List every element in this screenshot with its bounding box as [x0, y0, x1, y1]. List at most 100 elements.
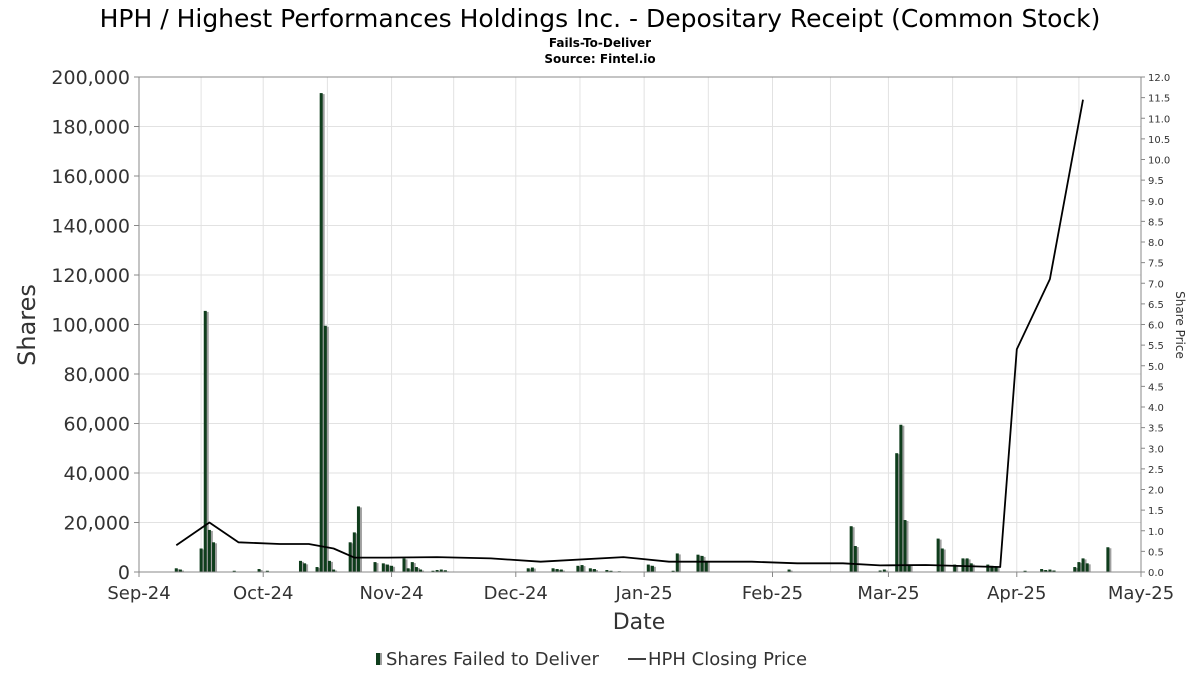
y-tick-label: 40,000: [64, 463, 130, 485]
bar: [415, 567, 418, 572]
bar: [402, 558, 405, 572]
bar: [1073, 567, 1076, 572]
bar: [850, 526, 853, 572]
legend: Shares Failed to Deliver HPH Closing Pri…: [376, 649, 807, 670]
bar: [208, 530, 211, 572]
bar: [854, 546, 857, 572]
x-tick-label: Feb-25: [742, 583, 803, 604]
legend-swatch-bars-shadow: [380, 653, 382, 665]
bar: [299, 561, 302, 572]
bar: [204, 311, 207, 572]
chart-subtitle-1: Fails-To-Deliver: [549, 36, 651, 50]
bar: [316, 567, 319, 572]
y-tick-label: 200,000: [51, 67, 130, 89]
y2-axis-title: Share Price: [1173, 291, 1187, 359]
bar: [390, 566, 393, 572]
bar: [1106, 547, 1109, 572]
bar: [527, 568, 530, 572]
x-tick-label: Dec-24: [484, 583, 548, 604]
x-tick-label: May-25: [1108, 583, 1174, 604]
x-tick-label: Oct-24: [233, 583, 294, 604]
bar: [407, 568, 410, 572]
bar: [937, 539, 940, 572]
legend-label-line: HPH Closing Price: [648, 649, 807, 670]
bar: [200, 548, 203, 572]
bar: [324, 326, 327, 572]
bar: [353, 532, 356, 572]
y2-tick-label: 9.0: [1148, 197, 1164, 208]
x-axis-title: Date: [613, 610, 666, 635]
y-tick-label: 80,000: [64, 364, 130, 386]
y2-tick-label: 9.5: [1148, 176, 1164, 187]
bar: [212, 542, 215, 572]
bar: [1082, 558, 1085, 572]
grid: [139, 77, 1141, 572]
y2-tick-label: 7.0: [1148, 279, 1164, 290]
bar: [411, 562, 414, 572]
bar: [1077, 562, 1080, 572]
y-tick-label: 160,000: [51, 166, 130, 188]
bar: [986, 565, 989, 572]
y2-tick-label: 2.5: [1148, 465, 1164, 476]
bar: [899, 425, 902, 572]
y2-tick-label: 11.0: [1148, 114, 1170, 125]
y2-tick-label: 1.0: [1148, 527, 1164, 538]
y-axis-left-ticks: 0 20,000 40,000 60,000 80,000 100,000 120,000 1…: [51, 67, 139, 584]
y2-tick-label: 3.0: [1148, 444, 1164, 455]
line-series: [176, 100, 1083, 567]
legend-label-bars: Shares Failed to Deliver: [386, 649, 599, 670]
y2-tick-label: 5.0: [1148, 362, 1164, 373]
bar: [552, 568, 555, 572]
bar: [531, 568, 534, 572]
x-tick-label: Nov-24: [360, 583, 424, 604]
y-axis-right-ticks: 0.00.51.01.52.02.53.03.54.04.55.05.56.06…: [1141, 73, 1170, 579]
y2-tick-label: 0.0: [1148, 568, 1164, 579]
bar: [966, 558, 969, 572]
y2-tick-label: 7.5: [1148, 259, 1164, 270]
y2-tick-label: 8.0: [1148, 238, 1164, 249]
bar-series: [175, 93, 1112, 572]
bar: [701, 556, 704, 572]
bar: [1086, 563, 1089, 572]
y2-tick-label: 5.5: [1148, 341, 1164, 352]
bar: [175, 568, 178, 572]
y2-tick-label: 2.0: [1148, 486, 1164, 497]
y-tick-label: 20,000: [64, 513, 130, 535]
y-tick-label: 120,000: [51, 265, 130, 287]
bar: [386, 565, 389, 572]
bar: [576, 566, 579, 572]
y2-tick-label: 4.0: [1148, 403, 1164, 414]
bar: [696, 555, 699, 572]
bar: [970, 563, 973, 572]
chart-title: HPH / Highest Performances Holdings Inc.…: [100, 4, 1101, 33]
y-tick-label: 0: [118, 562, 130, 584]
bar: [903, 520, 906, 572]
y-tick-label: 100,000: [51, 315, 130, 337]
y-tick-label: 60,000: [64, 414, 130, 436]
bar: [374, 562, 377, 572]
bar: [303, 563, 306, 572]
y2-tick-label: 11.5: [1148, 94, 1170, 105]
y2-tick-label: 8.5: [1148, 217, 1164, 228]
bar: [589, 568, 592, 572]
bar: [676, 553, 679, 572]
bar: [647, 565, 650, 572]
y-tick-label: 140,000: [51, 216, 130, 238]
y2-tick-label: 10.0: [1148, 156, 1170, 167]
legend-swatch-bars: [376, 653, 380, 665]
x-tick-label: Sep-24: [107, 583, 170, 604]
price-line: [176, 100, 1083, 567]
y2-tick-label: 10.5: [1148, 135, 1170, 146]
y-tick-label: 180,000: [51, 117, 130, 139]
bar: [651, 566, 654, 572]
x-tick-label: Apr-25: [987, 583, 1046, 604]
y2-tick-label: 4.5: [1148, 382, 1164, 393]
y2-tick-label: 12.0: [1148, 73, 1170, 84]
y2-tick-label: 3.5: [1148, 424, 1164, 435]
y-axis-title: Shares: [13, 284, 41, 366]
bar: [895, 453, 898, 572]
bar: [320, 93, 323, 572]
